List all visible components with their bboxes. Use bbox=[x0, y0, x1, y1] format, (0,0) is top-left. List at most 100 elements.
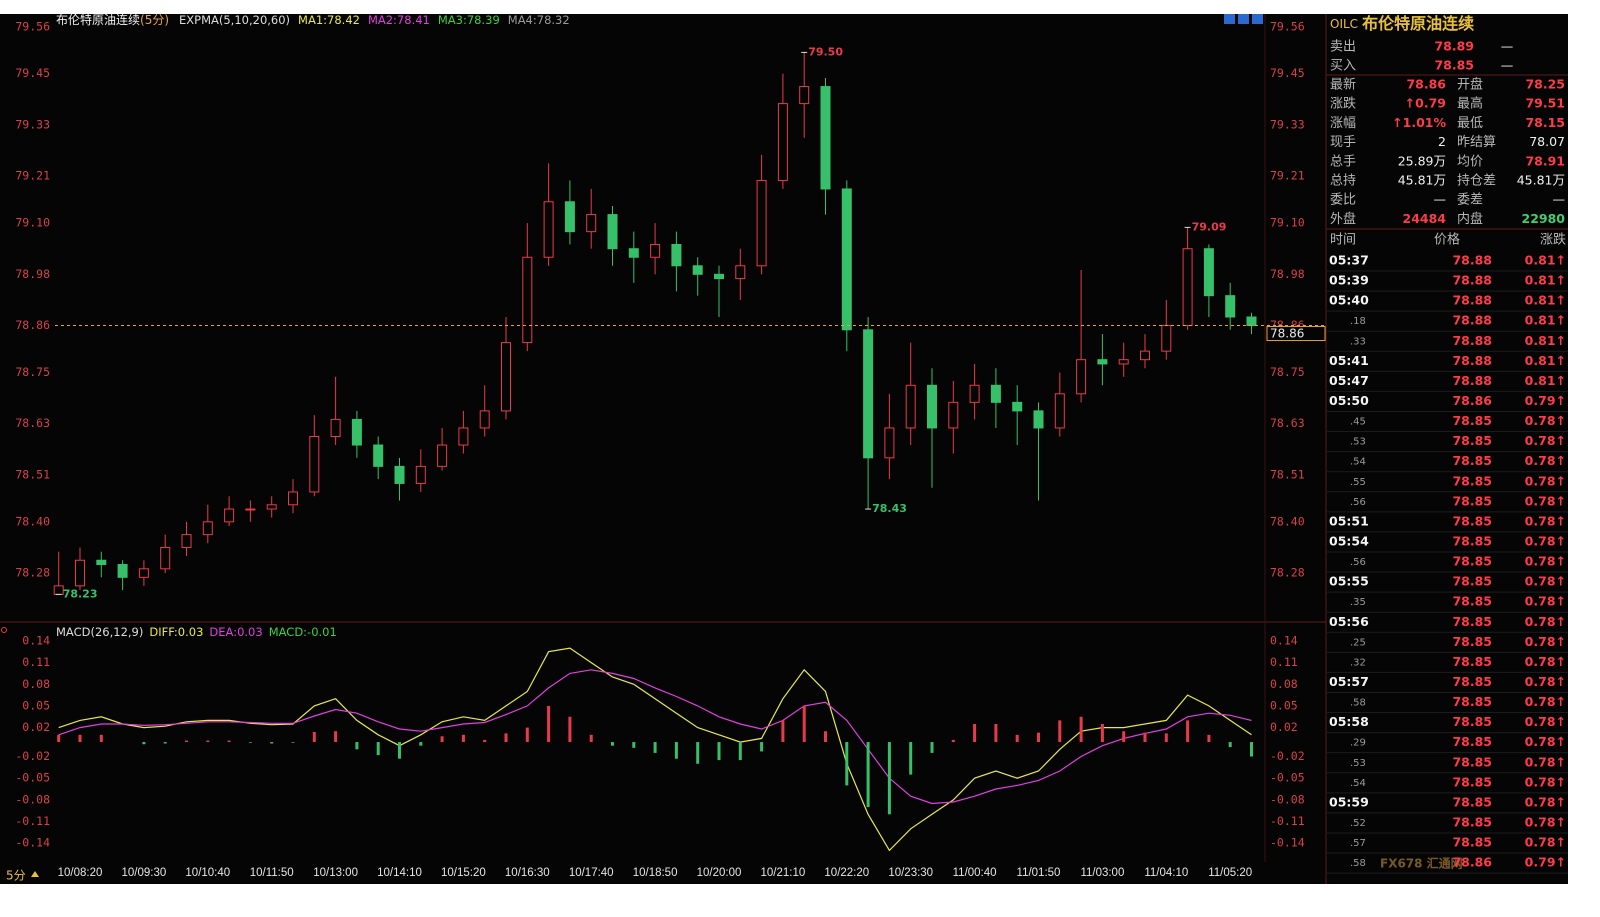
candle-body bbox=[990, 384, 1001, 403]
trade-change: 0.79↑ bbox=[1525, 393, 1566, 408]
candle-body bbox=[799, 86, 810, 105]
trade-change: 0.78↑ bbox=[1525, 674, 1566, 689]
macd-bar bbox=[440, 736, 444, 743]
y-tick-label: -0.08 bbox=[1270, 792, 1305, 806]
candle-body bbox=[181, 534, 192, 548]
candle-body bbox=[1140, 350, 1150, 361]
y-tick-label: 78.51 bbox=[1270, 467, 1305, 481]
macd-bar bbox=[866, 742, 870, 808]
period-button[interactable]: 5分 bbox=[6, 869, 26, 883]
trade-change: 0.81↑ bbox=[1525, 333, 1566, 348]
trade-change: 0.78↑ bbox=[1525, 814, 1566, 829]
macd-bar bbox=[1207, 734, 1211, 743]
quote-label: 最低 bbox=[1457, 116, 1483, 131]
candle-body bbox=[224, 508, 235, 523]
quote-value: 78.15 bbox=[1525, 115, 1565, 130]
trade-time: 05:41 bbox=[1329, 353, 1369, 368]
trade-price: 78.85 bbox=[1452, 614, 1492, 629]
quote-label: 现手 bbox=[1330, 135, 1356, 150]
y-tick-label: 79.33 bbox=[1270, 117, 1305, 131]
trade-time: 05:54 bbox=[1329, 533, 1369, 548]
x-tick-label: 10/21:10 bbox=[761, 867, 806, 879]
chart-header: 布伦特原油连续(5分) EXPMA(5,10,20,60) MA1:78.42 MA2… bbox=[56, 12, 570, 27]
candle-body bbox=[948, 401, 959, 429]
last-price-label: 78.86 bbox=[1270, 327, 1304, 341]
candle-body bbox=[245, 508, 256, 511]
candle-body bbox=[905, 384, 916, 429]
y-tick-label: 78.63 bbox=[1270, 416, 1305, 430]
y-tick-label: 79.33 bbox=[15, 117, 50, 131]
quote-value: ↑0.79 bbox=[1405, 96, 1446, 111]
x-tick-label: 10/16:30 bbox=[505, 867, 550, 879]
indicator: DIFF:0.03 bbox=[149, 625, 203, 639]
candle-body bbox=[437, 444, 448, 467]
macd-bar bbox=[1250, 742, 1253, 757]
macd-bar bbox=[355, 742, 359, 750]
y-tick-label: 79.21 bbox=[15, 169, 50, 183]
y-tick-label: -0.02 bbox=[1270, 749, 1305, 763]
trade-time: .35 bbox=[1350, 597, 1366, 608]
y-tick-label: 79.21 bbox=[1270, 169, 1305, 183]
candle-body bbox=[650, 243, 661, 258]
candle-body bbox=[351, 418, 362, 446]
last-price-box bbox=[1266, 326, 1326, 342]
macd-bar bbox=[57, 734, 61, 743]
y-tick-label: 79.56 bbox=[15, 19, 50, 33]
x-tick-label: 11/05:20 bbox=[1208, 867, 1252, 879]
trade-price: 78.86 bbox=[1452, 855, 1492, 870]
trade-change: 0.78↑ bbox=[1525, 734, 1566, 749]
trade-time: .53 bbox=[1350, 437, 1366, 448]
candle-body bbox=[969, 384, 980, 403]
macd-bar bbox=[632, 742, 636, 748]
candle-body bbox=[501, 342, 511, 412]
macd-bar bbox=[781, 720, 785, 743]
indicator: MA3:78.39 bbox=[438, 13, 500, 27]
macd-bar bbox=[461, 734, 465, 743]
trade-change: 0.78↑ bbox=[1525, 774, 1566, 789]
y-tick-label: 78.86 bbox=[15, 318, 50, 332]
candle-body bbox=[671, 243, 682, 267]
trade-change: 0.81↑ bbox=[1525, 293, 1566, 308]
y-tick-label: 78.28 bbox=[1270, 566, 1305, 580]
macd-bar bbox=[717, 742, 721, 761]
trade-time: .55 bbox=[1350, 477, 1366, 488]
candle-body bbox=[927, 384, 937, 429]
toolbar-icons bbox=[1224, 14, 1263, 24]
candle-body bbox=[586, 214, 597, 233]
y-tick-label: 78.40 bbox=[15, 514, 50, 528]
candle-body bbox=[1054, 393, 1065, 429]
macd-bar bbox=[1037, 732, 1040, 743]
x-tick-label: 10/09:30 bbox=[122, 867, 167, 879]
trade-change: 0.81↑ bbox=[1525, 253, 1566, 268]
macd-bar bbox=[568, 716, 572, 743]
macd-bar bbox=[163, 742, 167, 744]
candle-body bbox=[1097, 359, 1108, 365]
x-tick-label: 11/01:50 bbox=[1017, 867, 1061, 879]
trade-time: .18 bbox=[1350, 316, 1366, 327]
candle-body bbox=[820, 86, 831, 190]
quote-label: 委比 bbox=[1330, 193, 1356, 208]
annotation: 79.09 bbox=[1192, 220, 1227, 233]
trade-time: .25 bbox=[1350, 637, 1366, 648]
macd-bar bbox=[334, 731, 338, 743]
macd-bar bbox=[845, 742, 849, 786]
candle-body bbox=[884, 427, 895, 459]
trade-price: 78.88 bbox=[1452, 373, 1492, 388]
x-tick-label: 10/18:50 bbox=[633, 867, 678, 879]
macd-bar bbox=[930, 742, 934, 753]
trade-header: 价格 bbox=[1434, 232, 1460, 248]
y-tick-label: 78.63 bbox=[15, 416, 50, 430]
candle-body bbox=[160, 546, 171, 570]
candle-body bbox=[394, 465, 405, 484]
candle-body bbox=[288, 491, 298, 506]
trade-price: 78.86 bbox=[1452, 393, 1492, 408]
trade-time: 05:58 bbox=[1329, 714, 1369, 729]
candle-body bbox=[1033, 410, 1044, 429]
indicator: MA1:78.42 bbox=[298, 13, 360, 27]
x-tick-label: 10/14:10 bbox=[377, 867, 422, 879]
quote-value: 45.81万 bbox=[1517, 173, 1565, 188]
quote-value: 78.91 bbox=[1525, 153, 1565, 168]
trade-price: 78.85 bbox=[1452, 835, 1492, 850]
trade-price: 78.85 bbox=[1452, 634, 1492, 649]
trade-time: 05:47 bbox=[1329, 373, 1369, 388]
